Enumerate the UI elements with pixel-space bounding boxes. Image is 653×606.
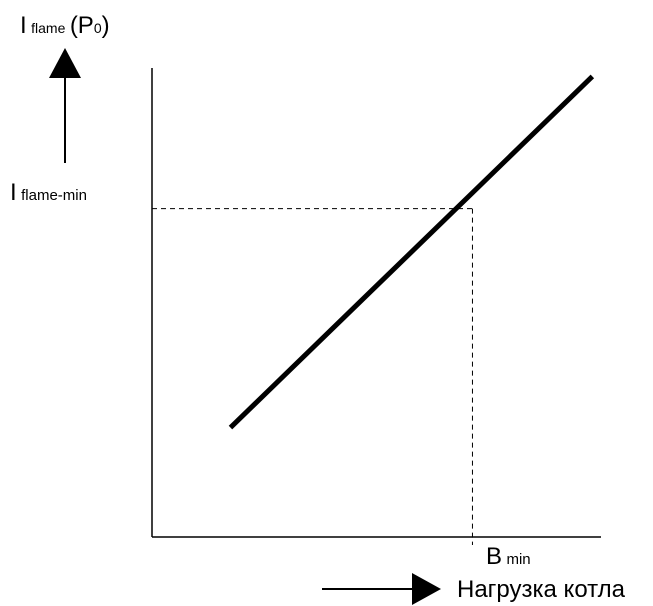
threshold-y-label-main: I <box>10 179 17 206</box>
threshold-x-label-main: B <box>486 543 503 570</box>
x-direction-arrow-head <box>412 573 441 605</box>
series-line <box>228 74 595 430</box>
threshold-x-label: B min <box>486 545 531 569</box>
threshold-x-label-subscript: min <box>506 551 531 568</box>
y-axis-label-paren-open: (P <box>69 12 94 39</box>
x-axis-label: Нагрузка котла <box>457 576 625 603</box>
y-axis-label-paren-close: ) <box>101 12 110 39</box>
y-direction-arrow-head <box>49 48 81 78</box>
y-axis-label-subscript: flame <box>31 20 66 36</box>
y-axis-label: I flame (P0) <box>20 14 110 38</box>
threshold-y-label: I flame-min <box>10 181 87 205</box>
threshold-y-label-subscript: flame-min <box>21 187 87 204</box>
y-axis-label-main: I <box>20 12 27 39</box>
y-axis-label-paren-subscript: 0 <box>93 20 102 36</box>
